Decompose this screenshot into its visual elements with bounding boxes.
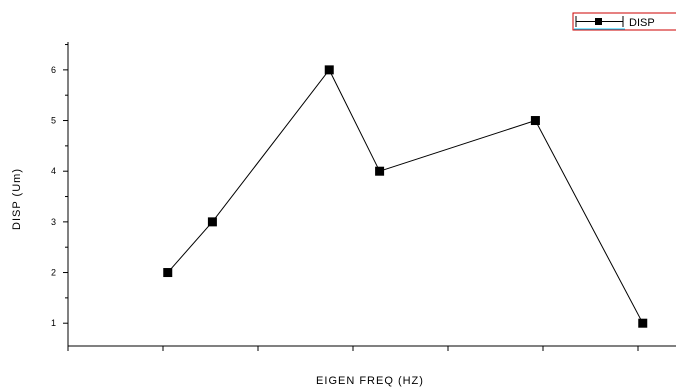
x-axis bbox=[67, 345, 676, 351]
legend-label: DISP bbox=[629, 17, 655, 29]
x-axis-label: EIGEN FREQ (HZ) bbox=[316, 375, 424, 387]
series-layer bbox=[163, 65, 648, 328]
data-point bbox=[375, 166, 385, 176]
data-point bbox=[638, 318, 648, 328]
legend: DISP bbox=[572, 12, 676, 31]
y-axis-label: DISP (Um) bbox=[11, 168, 23, 230]
y-tick-label: 2 bbox=[51, 268, 56, 278]
legend-frame bbox=[572, 12, 676, 31]
data-point bbox=[530, 116, 540, 126]
y-tick-label: 6 bbox=[51, 65, 56, 75]
y-tick-label: 4 bbox=[51, 166, 56, 176]
data-point bbox=[324, 65, 334, 75]
y-tick-label: 1 bbox=[51, 318, 56, 328]
data-point bbox=[163, 268, 173, 278]
data-point bbox=[207, 217, 217, 227]
y-tick-label: 5 bbox=[51, 116, 56, 126]
legend-marker bbox=[595, 18, 602, 25]
series-line bbox=[167, 68, 644, 324]
y-tick-label: 3 bbox=[51, 217, 56, 227]
y-axis: 1 2 3 4 5 6 bbox=[51, 42, 69, 346]
